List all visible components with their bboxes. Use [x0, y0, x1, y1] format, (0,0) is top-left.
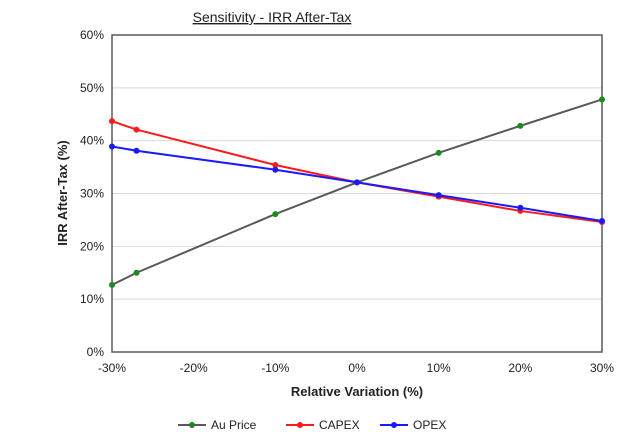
y-tick-label: 50%	[80, 81, 104, 95]
series-line-au-price	[111, 98, 603, 286]
y-tick-label: 60%	[80, 28, 104, 42]
y-tick-label: 20%	[80, 239, 104, 253]
data-point	[109, 143, 115, 150]
y-tick-label: 30%	[80, 187, 104, 201]
legend-label: CAPEX	[319, 418, 360, 432]
x-tick-label: 0%	[348, 361, 366, 375]
data-point	[272, 211, 279, 218]
x-tick-label: -10%	[261, 361, 289, 375]
legend-marker	[391, 422, 397, 428]
data-point	[109, 118, 115, 125]
data-point	[133, 147, 140, 154]
data-point	[354, 179, 360, 186]
y-tick-label: 0%	[87, 345, 105, 359]
legend-label: Au Price	[211, 418, 257, 432]
y-axis-label: IRR After-Tax (%)	[55, 140, 70, 245]
data-point	[435, 149, 442, 156]
x-tick-label: 30%	[590, 361, 614, 375]
x-tick-label: -30%	[98, 361, 126, 375]
data-point	[435, 192, 442, 199]
legend-marker	[189, 422, 195, 428]
y-tick-label: 40%	[80, 134, 104, 148]
data-point	[517, 204, 524, 211]
chart-title: Sensitivity - IRR After-Tax	[193, 9, 352, 25]
data-point	[109, 281, 115, 288]
series-line-capex	[111, 120, 603, 224]
legend: Au Price CAPEX OPEX	[178, 418, 446, 432]
plot-area	[111, 34, 603, 353]
x-tick-label: 10%	[427, 361, 451, 375]
data-point	[599, 96, 605, 103]
data-point	[272, 166, 279, 173]
data-point	[272, 161, 279, 168]
data-point	[517, 122, 524, 129]
legend-marker	[297, 422, 303, 428]
data-point	[133, 269, 140, 276]
data-point	[133, 126, 140, 133]
x-tick-label: 20%	[508, 361, 532, 375]
x-tick-label: -20%	[180, 361, 208, 375]
x-axis-label: Relative Variation (%)	[291, 384, 423, 399]
y-tick-label: 10%	[80, 292, 104, 306]
data-point	[599, 217, 605, 224]
legend-label: OPEX	[413, 418, 446, 432]
